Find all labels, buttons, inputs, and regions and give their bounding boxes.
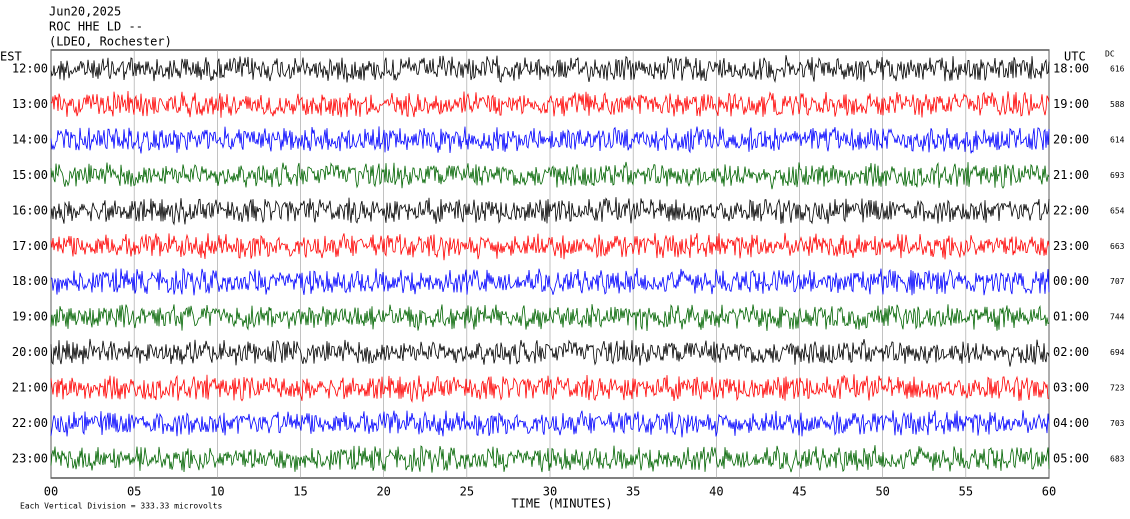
left-time-label: 21:00: [12, 381, 48, 395]
trace: [50, 55, 1050, 83]
dc-value: 703: [1110, 419, 1125, 428]
x-tick-label: 15: [293, 485, 307, 499]
right-time-label: 05:00: [1053, 452, 1089, 466]
x-tick-label: 40: [709, 485, 723, 499]
right-time-label: 22:00: [1053, 203, 1089, 217]
x-tick-label: 35: [626, 485, 640, 499]
dc-value: 693: [1110, 171, 1125, 180]
right-time-label: 00:00: [1053, 274, 1089, 288]
x-axis-label: TIME (MINUTES): [511, 497, 612, 511]
x-tick-label: 10: [210, 485, 224, 499]
right-axis-label: UTC: [1064, 50, 1086, 64]
x-tick-label: 55: [959, 485, 973, 499]
x-tick-label: 05: [127, 485, 141, 499]
x-tick-label: 45: [792, 485, 806, 499]
source: (LDEO, Rochester): [49, 35, 172, 49]
left-time-label: 17:00: [12, 239, 48, 253]
trace: [51, 90, 1050, 118]
dc-value: 663: [1110, 242, 1125, 251]
left-time-label: 19:00: [12, 310, 48, 324]
x-tick-label: 50: [875, 485, 889, 499]
left-time-label: 16:00: [12, 203, 48, 217]
right-time-label: 21:00: [1053, 168, 1089, 182]
dc-value: 588: [1110, 100, 1125, 109]
right-time-label: 04:00: [1053, 416, 1089, 430]
dc-value: 654: [1110, 206, 1125, 215]
dc-value: 683: [1110, 455, 1125, 464]
trace: [50, 161, 1050, 190]
left-time-label: 22:00: [12, 416, 48, 430]
dc-value: 616: [1110, 65, 1125, 74]
dc-label: DC: [1105, 50, 1115, 59]
trace: [50, 304, 1050, 332]
x-tick-label: 60: [1042, 485, 1056, 499]
chart-title: Jun20,2025: [49, 5, 121, 19]
dc-value: 723: [1110, 384, 1125, 393]
right-time-label: 01:00: [1053, 310, 1089, 324]
trace: [50, 410, 1050, 438]
left-time-label: 15:00: [12, 168, 48, 182]
trace: [50, 445, 1050, 473]
left-time-label: 23:00: [12, 452, 48, 466]
x-tick-label: 25: [460, 485, 474, 499]
trace: [50, 126, 1050, 154]
station: ROC HHE LD --: [49, 20, 143, 34]
right-time-label: 03:00: [1053, 381, 1089, 395]
left-time-label: 14:00: [12, 132, 48, 146]
x-tick-label: 20: [376, 485, 390, 499]
trace: [50, 374, 1050, 403]
left-time-label: 18:00: [12, 274, 48, 288]
x-tick-label: 30: [543, 485, 557, 499]
note: Each Vertical Division = 333.33 microvol…: [20, 502, 222, 511]
right-time-label: 20:00: [1053, 132, 1089, 146]
right-time-label: 23:00: [1053, 239, 1089, 253]
dc-value: 744: [1110, 313, 1125, 322]
right-time-label: 02:00: [1053, 345, 1089, 359]
dc-value: 694: [1110, 348, 1125, 357]
dc-value: 614: [1110, 135, 1125, 144]
trace: [50, 267, 1050, 296]
right-time-label: 19:00: [1053, 97, 1089, 111]
left-time-label: 20:00: [12, 345, 48, 359]
trace: [50, 232, 1050, 261]
left-time-label: 12:00: [12, 62, 48, 76]
left-axis-label: EST: [0, 50, 22, 64]
dc-value: 707: [1110, 277, 1125, 286]
trace: [50, 338, 1050, 367]
trace: [50, 197, 1050, 226]
x-tick-label: 00: [44, 485, 58, 499]
left-time-label: 13:00: [12, 97, 48, 111]
right-time-label: 18:00: [1053, 62, 1089, 76]
